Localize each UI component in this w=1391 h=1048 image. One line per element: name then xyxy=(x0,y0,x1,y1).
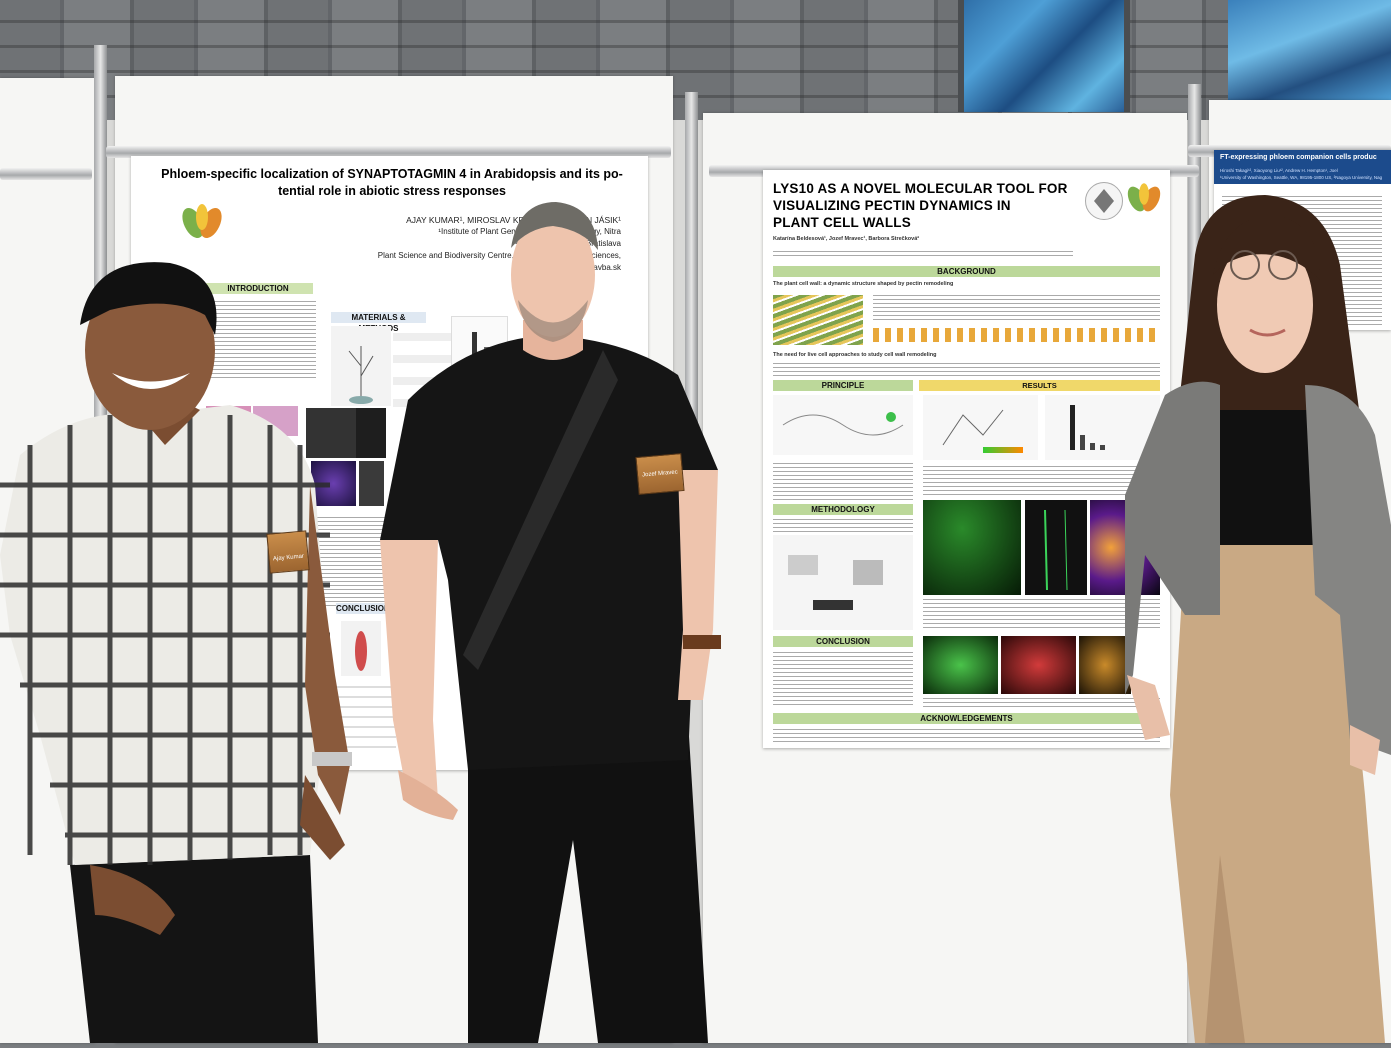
section-subheading: The need for live cell approaches to stu… xyxy=(773,352,937,358)
poster-authors: Katarína Beldesová¹, Jozef Mravec¹, Barb… xyxy=(773,236,920,242)
poster-affiliation: Plant Science and Biodiversity Centre, S… xyxy=(377,251,621,260)
stained-glass-window-right xyxy=(1228,0,1391,100)
background-text xyxy=(873,295,1160,320)
poster-title-line3: PLANT CELL WALLS xyxy=(773,215,911,230)
microscopy-caption xyxy=(923,697,1160,707)
board-rail xyxy=(0,168,92,180)
model-figure xyxy=(341,621,381,676)
poster-title-line1: Phloem-specific localization of SYNAPTOT… xyxy=(161,167,623,181)
cell-wall-illustration xyxy=(773,295,863,345)
principle-figure xyxy=(773,395,913,455)
section-acknowledgements: ACKNOWLEDGEMENTS xyxy=(773,713,1160,724)
principle-text xyxy=(773,460,913,500)
name-badge-left: Ajay Kumar xyxy=(266,530,310,574)
section-background: BACKGROUND xyxy=(773,266,1160,277)
poster-authors: Hiroshi Takagi¹², Xiaoyong Liu¹², Andrew… xyxy=(1220,168,1338,173)
poster-title-line2: tential role in abiotic stress responses xyxy=(278,184,506,198)
institute-logo-icon xyxy=(1125,180,1163,218)
microscopy-timeseries xyxy=(1025,500,1087,595)
microscopy-overlay xyxy=(1079,636,1131,694)
section-results: RESULTS xyxy=(919,380,1160,391)
results-figure-a xyxy=(923,395,1038,460)
methodology-figure xyxy=(773,535,913,630)
poster-title: Phloem-specific localization of SYNAPTOT… xyxy=(157,166,627,200)
person-right xyxy=(1125,195,1391,1043)
poster-title-line2: VISUALIZING PECTIN DYNAMICS IN xyxy=(773,198,1011,213)
poster-lys10: LYS10 AS A NOVEL MOLECULAR TOOL FOR VISU… xyxy=(763,170,1170,748)
poster-title: LYS10 AS A NOVEL MOLECULAR TOOL FOR VISU… xyxy=(773,180,1093,231)
results-text xyxy=(923,465,1160,495)
poster-header xyxy=(1214,150,1391,184)
section-methodology: METHODOLOGY xyxy=(773,504,913,515)
poster-affiliation xyxy=(773,248,1073,256)
intro-text xyxy=(206,298,316,378)
section-subheading: The plant cell wall: a dynamic structure… xyxy=(773,281,954,287)
need-text xyxy=(773,362,1160,376)
board-rail xyxy=(106,146,671,158)
section-introduction: INTRODUCTION xyxy=(203,283,313,294)
microscopy-green xyxy=(923,636,998,694)
methodology-text xyxy=(773,518,913,532)
institute-logo-icon xyxy=(179,201,225,245)
poster-affiliation: ¹University of Washington, Seattle, WA, … xyxy=(1220,175,1383,180)
poster-authors: AJAY KUMAR¹, MIROSLAV KRAUSKO¹ and JÁN J… xyxy=(406,215,621,225)
microscopy-caption xyxy=(923,598,1160,628)
badge-name: Jozef Mravec xyxy=(641,469,679,479)
micrograph xyxy=(356,408,386,458)
results-text xyxy=(313,516,393,606)
pectin-chain xyxy=(873,328,1160,342)
micrograph xyxy=(306,408,356,458)
section-principle: PRINCIPLE xyxy=(773,380,913,391)
person-left xyxy=(0,255,370,1043)
poster-title-line1: LYS10 AS A NOVEL MOLECULAR TOOL FOR xyxy=(773,181,1068,196)
acknowledgements-text xyxy=(773,728,1160,742)
name-badge-middle: Jozef Mravec xyxy=(635,453,685,495)
poster-title: FT-expressing phloem companion cells pro… xyxy=(1220,154,1377,161)
conclusion-text xyxy=(773,650,913,705)
microscopy-red xyxy=(1001,636,1076,694)
section-conclusion: CONCLUSION xyxy=(773,636,913,647)
stained-glass-window xyxy=(958,0,1130,112)
section-conclusion: CONCLUSION xyxy=(336,603,390,614)
person-middle xyxy=(378,200,728,1043)
micrograph xyxy=(359,461,384,506)
microscopy-root-green xyxy=(923,500,1021,595)
results-bar-chart xyxy=(1045,395,1160,460)
plant-illustration xyxy=(331,326,391,406)
badge-name: Ajay Kumar xyxy=(272,553,305,563)
academy-logo-icon xyxy=(1085,182,1123,220)
